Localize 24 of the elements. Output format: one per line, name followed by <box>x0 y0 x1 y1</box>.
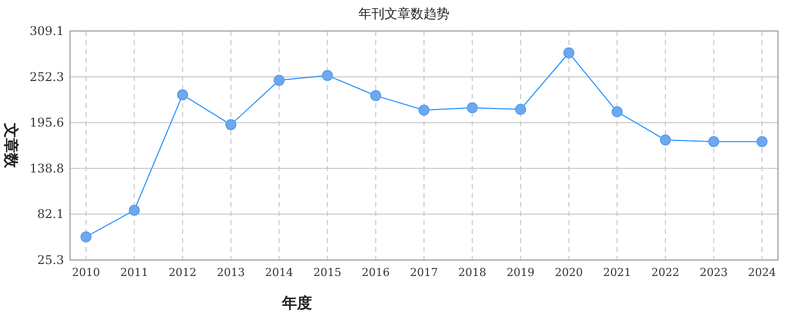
x-tick-label: 2019 <box>506 266 535 279</box>
x-tick-label: 2018 <box>458 266 486 279</box>
y-tick-label: 309.1 <box>30 24 64 38</box>
y-tick-label: 82.1 <box>37 207 64 222</box>
x-tick-label: 2010 <box>72 266 100 279</box>
y-tick-label: 138.8 <box>30 161 64 176</box>
y-tick-label: 195.6 <box>30 116 64 130</box>
x-tick-label: 2012 <box>168 266 197 279</box>
chart-title: 年刊文章数趋势 <box>358 7 450 22</box>
x-tick-label: 2016 <box>362 266 390 279</box>
x-tick-label: 2022 <box>651 266 680 279</box>
x-tick-label: 2023 <box>700 266 728 279</box>
x-tick-label: 2013 <box>216 266 245 279</box>
x-tick-label: 2017 <box>410 266 438 279</box>
y-axis-title: 文章数 <box>2 122 20 169</box>
x-axis-title: 年度 <box>281 294 312 312</box>
x-tick-label: 2011 <box>120 266 148 279</box>
x-tick-label: 2015 <box>313 266 342 279</box>
x-tick-label: 2020 <box>554 266 583 279</box>
y-tick-label: 25.3 <box>37 253 64 267</box>
x-tick-label: 2024 <box>748 266 776 279</box>
x-tick-label: 2021 <box>603 266 632 279</box>
x-tick-label: 2014 <box>265 266 294 279</box>
y-tick-label: 252.3 <box>30 70 64 84</box>
